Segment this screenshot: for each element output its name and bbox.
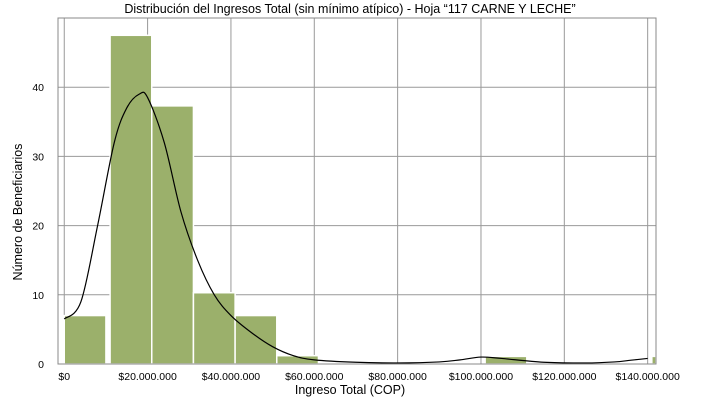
x-tick-label-3: $60.000.000	[285, 371, 344, 383]
y-tick-label-4: 40	[32, 82, 44, 94]
x-tick-label-6: $120.000.000	[532, 371, 596, 383]
y-tick-label-2: 20	[32, 221, 44, 233]
x-tick-label-0: $0	[58, 371, 70, 383]
bars-layer	[63, 34, 657, 365]
x-ticks: $0 $20.000.000 $40.000.000 $60.000.000 $80.0…	[58, 371, 680, 383]
y-tick-label-0: 0	[38, 359, 44, 371]
x-tick-label-1: $20.000.000	[118, 371, 177, 383]
histogram-bar-1	[109, 34, 153, 365]
chart-title: Distribución del Ingresos Total (sin mín…	[124, 2, 575, 16]
histogram-bar-4	[234, 314, 278, 365]
x-tick-label-5: $100.000.000	[449, 371, 513, 383]
histogram-bar-0	[63, 314, 107, 365]
curve-layer	[63, 91, 648, 364]
histogram-bar-3	[192, 291, 236, 365]
x-axis-label: Ingreso Total (COP)	[295, 383, 405, 397]
histogram-bar-2	[151, 105, 195, 365]
plot-frame	[57, 17, 657, 365]
x-tick-label-2: $40.000.000	[202, 371, 261, 383]
y-tick-label-1: 10	[32, 290, 44, 302]
x-tick-label-7: $140.000.000	[616, 371, 680, 383]
density-curve	[63, 91, 648, 364]
y-tick-label-3: 30	[32, 151, 44, 163]
histogram-bar-7	[651, 355, 657, 365]
x-tick-label-4: $80.000.000	[368, 371, 427, 383]
y-axis-label: Número de Beneficiarios	[11, 144, 25, 281]
y-ticks: 0 10 20 30 40	[32, 82, 44, 371]
